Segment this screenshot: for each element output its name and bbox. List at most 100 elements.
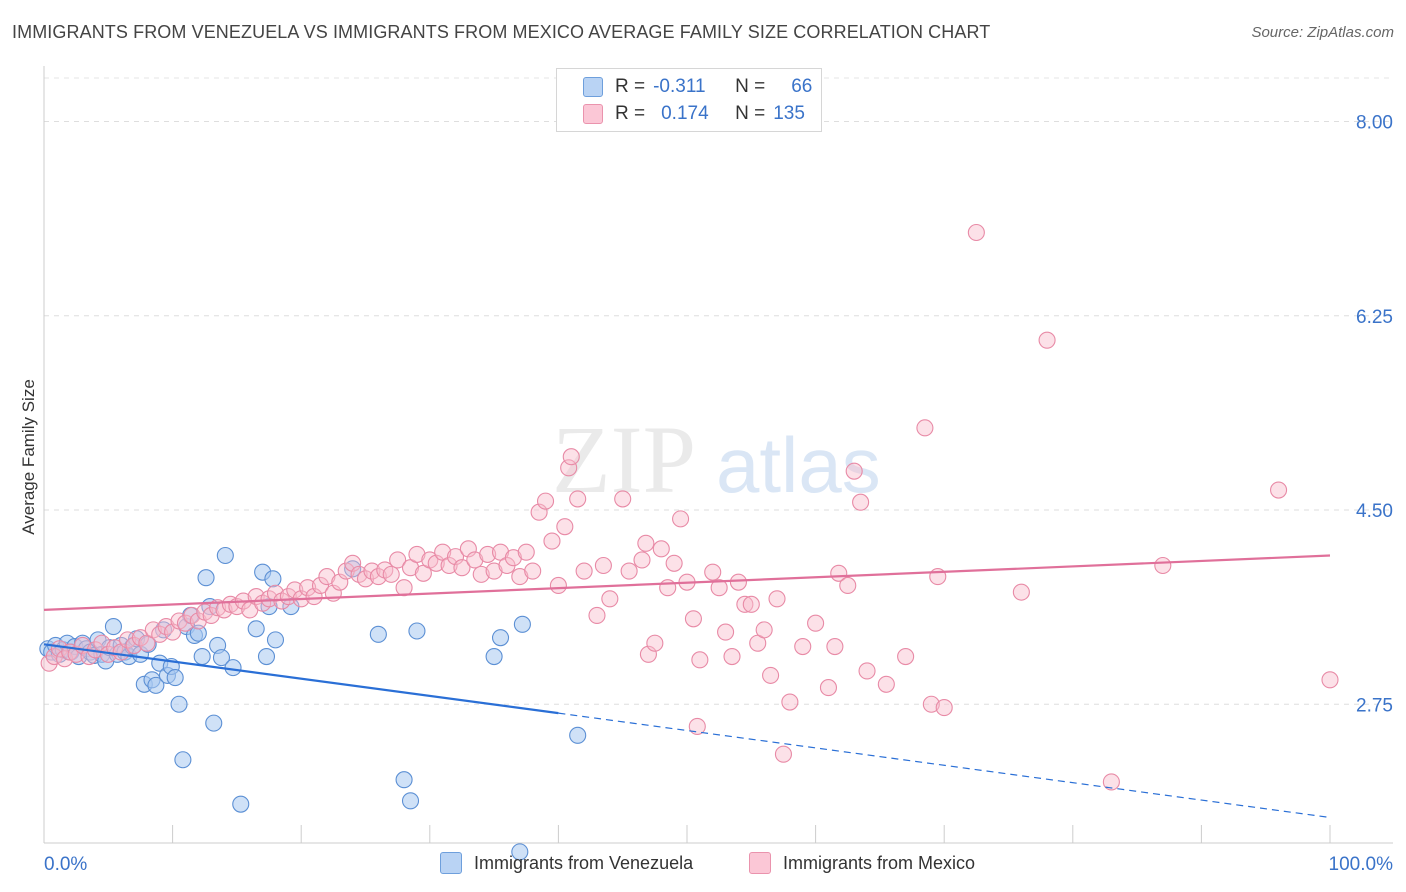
mexico-point — [569, 490, 587, 508]
mexico-point — [543, 532, 561, 550]
mexico-point — [1321, 671, 1339, 689]
mexico-point — [637, 534, 655, 552]
y-tick-label: 2.75 — [1356, 695, 1393, 716]
venezuela-point — [197, 569, 215, 587]
watermark-zip: ZIP — [552, 406, 696, 513]
mexico-trend-line — [43, 554, 1331, 611]
venezuela-point — [491, 629, 510, 647]
venezuela-point — [395, 771, 413, 789]
venezuela-point — [569, 726, 587, 744]
mexico-point — [286, 581, 304, 599]
venezuela-point — [205, 714, 223, 732]
legend-row-venezuela: R = -0.311 N = 66 — [583, 75, 812, 99]
venezuela-point — [166, 669, 184, 687]
mexico-point — [688, 717, 706, 736]
trend-lines — [43, 554, 1331, 819]
mexico-point — [189, 612, 207, 630]
venezuela-point — [485, 647, 503, 666]
mexico-point — [80, 647, 98, 666]
mexico-point — [588, 606, 606, 625]
x-tick-label: 100.0% — [1329, 854, 1394, 875]
mexico-point — [768, 590, 786, 608]
venezuela-point — [247, 620, 265, 638]
mexico-point — [318, 568, 336, 586]
venezuela-point — [224, 659, 242, 677]
mexico-point — [717, 623, 735, 641]
mexico-point — [1012, 583, 1030, 601]
mexico-point — [852, 493, 870, 511]
mexico-point — [536, 492, 555, 510]
bottom-legend-mexico: Immigrants from Mexico — [749, 852, 975, 874]
venezuela-point — [266, 631, 285, 649]
mexico-point — [922, 695, 940, 713]
mexico-point — [511, 568, 529, 586]
mexico-point — [684, 610, 702, 628]
mexico-point — [311, 576, 330, 595]
mexico-point — [781, 693, 799, 711]
legend-n-value: 66 — [791, 76, 813, 97]
mexico-point — [221, 595, 240, 613]
mexico-point — [858, 662, 876, 680]
mexico-point — [646, 634, 664, 652]
venezuela-point — [174, 751, 192, 769]
chart-source: Source: ZipAtlas.com — [1251, 24, 1394, 41]
mexico-point — [549, 576, 567, 595]
mexico-point — [1154, 556, 1172, 575]
venezuela-point — [408, 622, 426, 640]
y-axis-label: Average Family Size — [19, 379, 38, 535]
mexico-point — [369, 568, 387, 586]
mexico-point — [652, 540, 670, 558]
mexico-point — [67, 645, 85, 663]
mexico-point — [517, 543, 535, 561]
mexico-point — [382, 565, 400, 583]
mexico-point — [736, 595, 754, 613]
mexico-point — [556, 518, 574, 536]
watermark-atlas: atlas — [716, 421, 881, 509]
mexico-point — [877, 675, 895, 693]
legend-r-label: R = — [615, 76, 646, 97]
mexico-point — [742, 595, 760, 613]
mexico-point — [389, 551, 407, 569]
y-tick-label: 6.25 — [1356, 307, 1393, 328]
mexico-point — [485, 562, 503, 580]
mexico-point — [1038, 331, 1056, 349]
mexico-point — [170, 612, 188, 630]
mexico-point — [691, 651, 709, 669]
venezuela-point — [216, 546, 234, 565]
venezuela-point — [257, 647, 276, 666]
venezuela-swatch — [583, 77, 603, 97]
legend-r-value: 0.174 — [661, 103, 709, 124]
mexico-point — [1270, 481, 1288, 499]
mexico-point — [967, 223, 985, 242]
legend-n-label: N = — [735, 76, 766, 97]
x-tick-labels: 0.0% 100.0% — [44, 854, 1393, 875]
y-tick-label: 8.00 — [1356, 113, 1393, 134]
mexico-point — [710, 579, 728, 597]
mexico-point — [614, 490, 632, 508]
mexico-point — [819, 679, 838, 697]
mexico-point — [897, 647, 915, 666]
correlation-legend: R = -0.311 N = 66 R = 0.174 N = 135 — [556, 68, 822, 132]
mexico-point — [935, 699, 953, 717]
mexico-point — [562, 448, 580, 466]
mexico-points — [40, 223, 1339, 791]
mexico-point — [1102, 773, 1120, 791]
legend-row-mexico: R = 0.174 N = 135 — [583, 102, 805, 126]
mexico-point — [755, 621, 773, 639]
mexico-point — [440, 556, 458, 575]
mexico-point — [453, 559, 471, 577]
legend-r-label: R = — [615, 103, 646, 124]
venezuela-trend-line — [43, 643, 559, 715]
venezuela-point — [264, 570, 282, 588]
mexico-point — [524, 562, 542, 580]
mexico-point — [845, 462, 863, 480]
mexico-point — [774, 745, 793, 763]
mexico-point — [659, 579, 677, 597]
bottom-legend-venezuela: Immigrants from Venezuela — [440, 852, 693, 874]
venezuela-point — [147, 676, 165, 694]
legend-r-value: -0.311 — [653, 76, 706, 97]
venezuela-point — [513, 615, 531, 633]
axes — [43, 66, 1393, 844]
mexico-point — [601, 590, 619, 608]
mexico-point — [723, 647, 741, 666]
